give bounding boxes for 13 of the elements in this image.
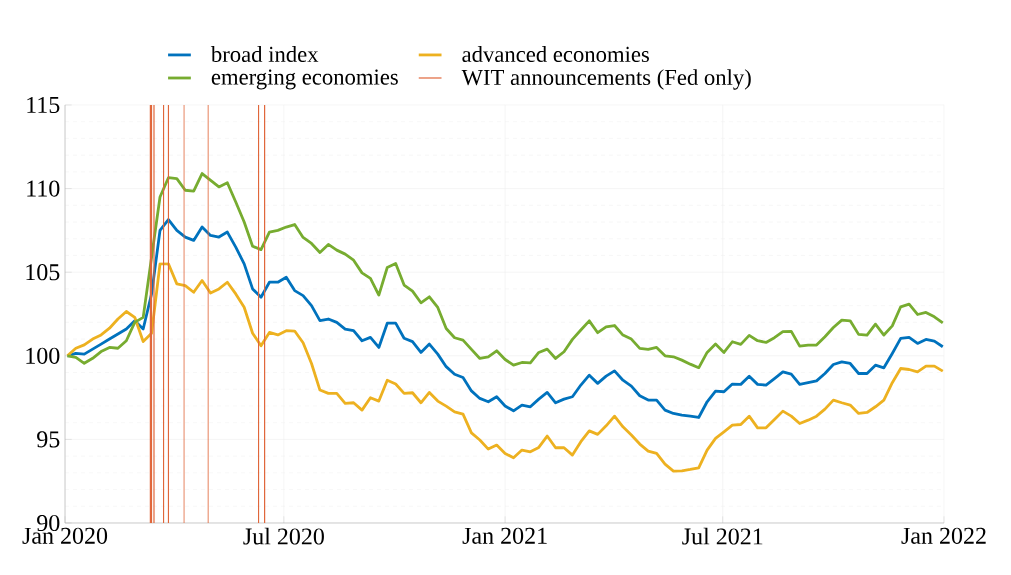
y-tick-label: 105: [26, 264, 60, 281]
x-tick-label: Jul 2020: [243, 527, 324, 545]
y-tick-label: 95: [37, 431, 60, 448]
legend-label: WIT announcements (Fed only): [461, 69, 751, 90]
x-tick-label: Jul 2021: [682, 527, 763, 545]
y-tick-label: 115: [27, 96, 60, 114]
legend-label: advanced economies: [462, 46, 649, 63]
y-tick-label: 100: [26, 347, 60, 364]
legend-label: emerging economies: [211, 69, 398, 90]
legend-label: broad index: [210, 46, 319, 63]
y-tick-label: 110: [27, 180, 60, 197]
x-tick-label: Jan 2021: [462, 527, 547, 544]
x-tick-label: Jan 2022: [901, 527, 986, 544]
